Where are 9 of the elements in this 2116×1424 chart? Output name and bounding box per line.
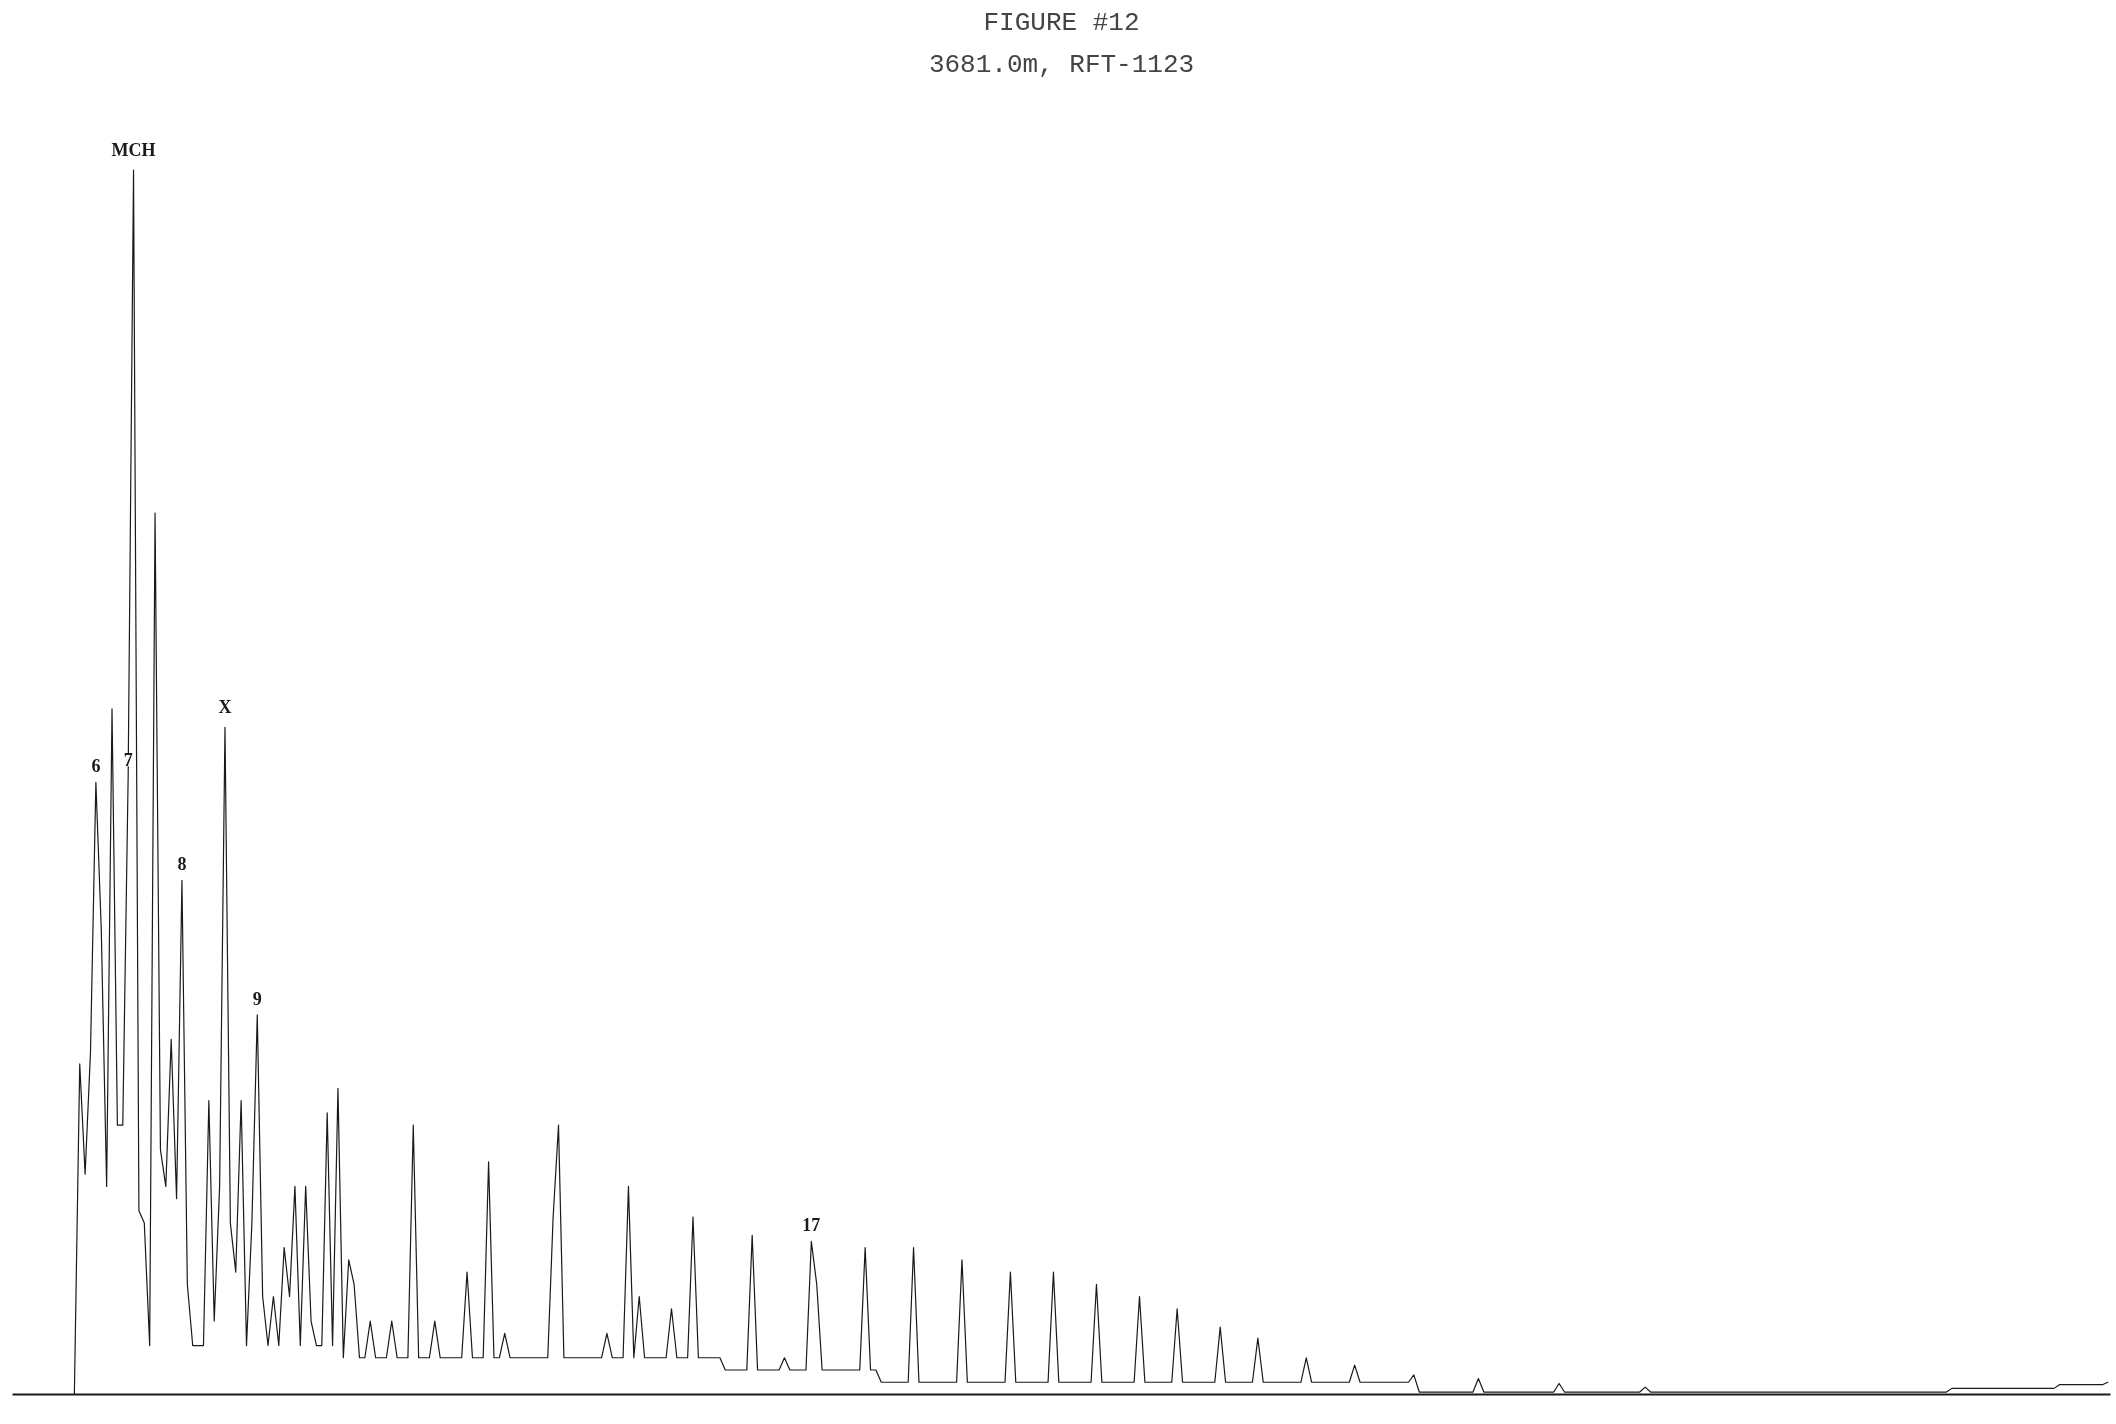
chart-subtitle: 3681.0m, RFT-1123 [928,49,1195,80]
annotation: 7 [123,750,133,771]
annotation: 9 [252,988,262,1009]
annotation: X [218,697,232,718]
annotation: 8 [177,854,187,875]
annotation: 6 [91,756,101,777]
chart-title: FIGURE #12 [983,7,1140,38]
annotation: MCH [111,140,156,161]
annotation: 17 [802,1215,821,1236]
